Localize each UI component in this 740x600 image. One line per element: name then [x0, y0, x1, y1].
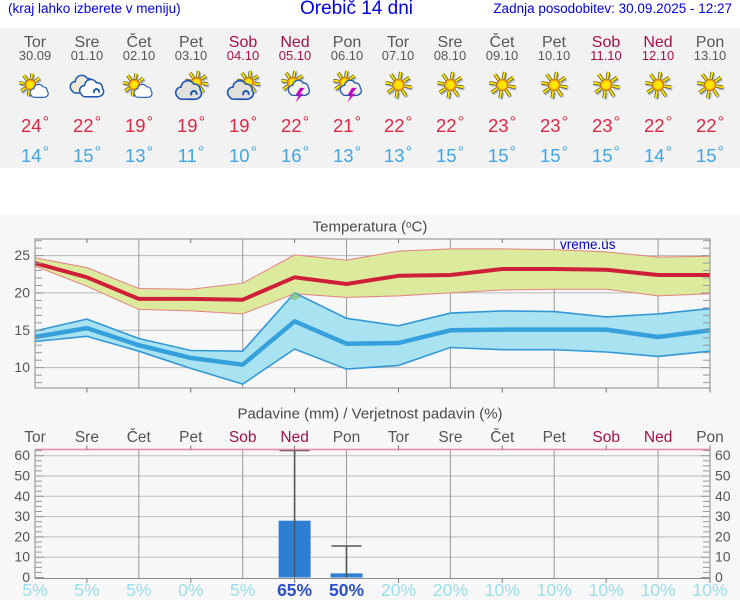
svg-text:Pon: Pon [333, 429, 361, 446]
svg-text:5%: 5% [230, 580, 255, 600]
svg-text:30: 30 [14, 508, 30, 524]
svg-text:10%: 10% [641, 580, 676, 600]
svg-text:Čet: Čet [127, 429, 152, 446]
svg-text:Pon: Pon [696, 429, 724, 446]
svg-text:60: 60 [715, 447, 731, 463]
svg-text:Sob: Sob [592, 429, 620, 446]
svg-text:30: 30 [715, 508, 731, 524]
svg-text:10%: 10% [589, 580, 624, 600]
svg-text:25: 25 [14, 247, 30, 263]
svg-text:Sre: Sre [75, 429, 99, 446]
svg-text:50: 50 [14, 468, 30, 484]
svg-text:5%: 5% [74, 580, 99, 600]
svg-text:20: 20 [715, 528, 731, 544]
svg-text:50: 50 [715, 468, 731, 484]
svg-text:15: 15 [14, 322, 30, 338]
svg-text:0%: 0% [178, 580, 203, 600]
svg-text:20: 20 [14, 284, 30, 300]
svg-text:Sob: Sob [229, 429, 257, 446]
svg-text:10%: 10% [692, 580, 727, 600]
svg-text:Sre: Sre [438, 429, 462, 446]
svg-text:vreme.us: vreme.us [560, 237, 616, 252]
svg-text:Tor: Tor [388, 429, 410, 446]
svg-text:10: 10 [14, 359, 30, 375]
svg-text:10%: 10% [537, 580, 572, 600]
svg-text:Pet: Pet [179, 429, 203, 446]
svg-text:5%: 5% [22, 580, 47, 600]
svg-text:50%: 50% [329, 580, 364, 600]
svg-text:0: 0 [715, 569, 723, 585]
svg-text:Ned: Ned [644, 429, 672, 446]
svg-text:65%: 65% [277, 580, 312, 600]
svg-text:20%: 20% [381, 580, 416, 600]
svg-text:Ned: Ned [280, 429, 308, 446]
svg-text:10: 10 [715, 549, 731, 565]
svg-text:10: 10 [14, 549, 30, 565]
svg-text:10%: 10% [485, 580, 520, 600]
svg-text:Čet: Čet [490, 429, 515, 446]
svg-text:40: 40 [715, 488, 731, 504]
svg-text:Pet: Pet [543, 429, 567, 446]
svg-text:20: 20 [14, 528, 30, 544]
svg-text:Temperatura (oC): Temperatura (oC) [313, 219, 428, 236]
svg-text:60: 60 [14, 447, 30, 463]
svg-text:Padavine (mm) / Verjetnost pad: Padavine (mm) / Verjetnost padavin (%) [237, 406, 502, 423]
svg-text:5%: 5% [126, 580, 151, 600]
svg-text:20%: 20% [433, 580, 468, 600]
svg-text:Tor: Tor [24, 429, 46, 446]
svg-text:40: 40 [14, 488, 30, 504]
svg-text:0: 0 [22, 569, 30, 585]
